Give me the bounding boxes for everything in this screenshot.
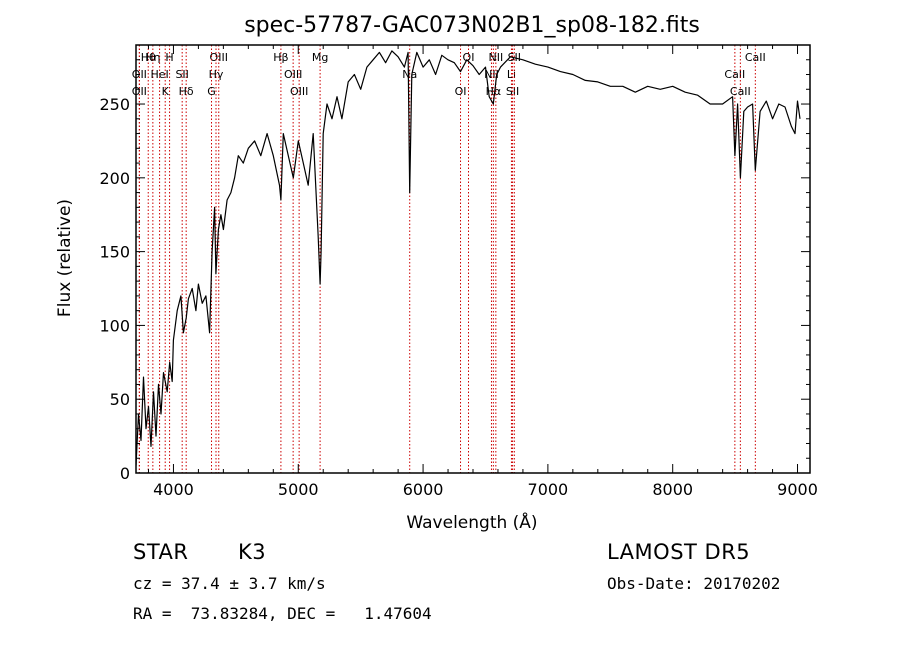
- chart-title: spec-57787-GAC073N02B1_sp08-182.fits: [244, 13, 700, 38]
- x-axis-label: Wavelength (Å): [406, 511, 537, 533]
- spectral-line-label: CaII: [724, 68, 745, 81]
- spectral-line-label: NII: [488, 51, 503, 64]
- y-tick-label: 100: [99, 316, 130, 335]
- spectral-line-label: HeI: [150, 68, 168, 81]
- spectral-line-label: SII: [506, 85, 519, 98]
- spectral-line-label: OI: [455, 85, 467, 98]
- obs-date: Obs-Date: 20170202: [607, 574, 781, 593]
- spectral-line-label: OIII: [210, 51, 228, 64]
- spectral-line-label: Mg: [312, 51, 328, 64]
- x-tick-label: 8000: [652, 480, 693, 499]
- spectral-line-label: G: [207, 85, 216, 98]
- spectral-line-label: Li: [507, 68, 516, 81]
- spectral-line-label: K: [162, 85, 170, 98]
- spectral-line-label: OII: [132, 85, 147, 98]
- spectral-line-label: OIII: [284, 68, 302, 81]
- spectral-line-label: OI: [463, 51, 475, 64]
- survey-name: LAMOST DR5: [607, 540, 751, 564]
- axes: 4000 5000 6000 7000 8000 9000 0 50 100 150 200 250: [99, 44, 818, 499]
- cz-value: cz = 37.4 ± 3.7 km/s: [133, 574, 326, 593]
- spectral-line-label: Hη: [145, 51, 160, 64]
- y-tick-label: 200: [99, 169, 130, 188]
- object-subclass: K3: [238, 540, 267, 564]
- spectral-line-label: Hβ: [273, 51, 288, 64]
- x-tick-label: 4000: [153, 480, 194, 499]
- y-tick-label: 50: [110, 390, 130, 409]
- spectral-line-label: H: [165, 51, 173, 64]
- line-markers: HθOIIOIIHηHeIKHSIIHδOIIIHγGHβOIIIOIIIMgN…: [132, 45, 766, 473]
- spectral-line-label: Na: [402, 68, 417, 81]
- coordinates: RA = 73.83284, DEC = 1.47604: [133, 604, 432, 623]
- spectral-line-label: CaII: [745, 51, 766, 64]
- spectrum-line: [136, 50, 801, 466]
- spectral-line-label: CaII: [730, 85, 751, 98]
- y-tick-label: 0: [120, 464, 130, 483]
- y-axis-label: Flux (relative): [55, 199, 75, 317]
- x-tick-label: 5000: [278, 480, 319, 499]
- spectrum-series: [136, 50, 801, 466]
- y-tick-label: 250: [99, 95, 130, 114]
- spectral-line-label: Hγ: [209, 68, 224, 81]
- spectral-line-label: Hδ: [179, 85, 194, 98]
- plot-frame: [135, 44, 811, 474]
- y-tick-label: 150: [99, 243, 130, 262]
- spectral-line-label: NII: [484, 68, 499, 81]
- spectral-line-label: SII: [175, 68, 188, 81]
- spectral-line-label: OIII: [290, 85, 308, 98]
- spectral-line-label: Hθ: [141, 51, 156, 64]
- object-class: STAR: [133, 540, 189, 564]
- x-tick-label: 9000: [777, 480, 818, 499]
- x-tick-label: 7000: [528, 480, 569, 499]
- x-tick-label: 6000: [403, 480, 444, 499]
